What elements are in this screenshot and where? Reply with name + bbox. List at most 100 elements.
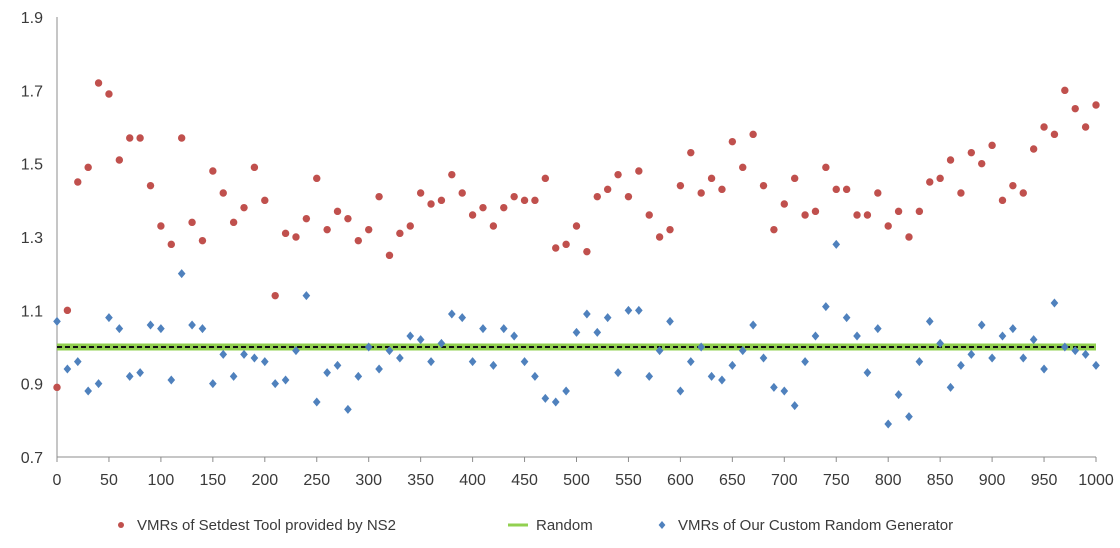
ns2-vmr-point bbox=[1071, 104, 1079, 113]
ns2-vmr-point bbox=[957, 189, 965, 197]
x-tick-label: 150 bbox=[199, 472, 226, 489]
ns2-vmr-point bbox=[198, 236, 207, 245]
ns2-vmr-point bbox=[1081, 123, 1090, 131]
custom-vmr-point bbox=[427, 357, 435, 367]
ns2-vmr-point bbox=[541, 174, 550, 183]
x-tick-label: 800 bbox=[875, 472, 902, 489]
x-tick-label: 350 bbox=[407, 472, 434, 489]
ns2-vmr-point bbox=[926, 178, 934, 186]
data-points bbox=[53, 79, 1100, 429]
ns2-vmr-point bbox=[126, 134, 134, 142]
ns2-vmr-point bbox=[759, 181, 768, 190]
custom-vmr-point bbox=[510, 331, 518, 341]
custom-vmr-point bbox=[1029, 335, 1038, 345]
ns2-vmr-point bbox=[790, 174, 799, 183]
ns2-vmr-point bbox=[635, 167, 643, 175]
custom-vmr-point bbox=[1019, 353, 1028, 363]
custom-vmr-point bbox=[915, 357, 924, 367]
custom-vmr-point bbox=[240, 349, 248, 359]
ns2-vmr-point bbox=[998, 196, 1007, 205]
custom-vmr-point bbox=[873, 324, 882, 334]
custom-vmr-point bbox=[354, 371, 363, 381]
y-tick-label: 1.9 bbox=[21, 10, 43, 27]
custom-vmr-point bbox=[281, 375, 290, 385]
ns2-vmr-point bbox=[333, 207, 342, 216]
custom-vmr-point bbox=[905, 412, 913, 422]
custom-vmr-point bbox=[406, 331, 415, 341]
custom-vmr-point bbox=[167, 375, 176, 385]
ns2-vmr-point bbox=[1029, 145, 1038, 153]
ns2-vmr-point bbox=[105, 90, 113, 98]
custom-vmr-point bbox=[260, 357, 269, 367]
custom-vmr-point bbox=[967, 349, 976, 359]
ns2-vmr-point bbox=[416, 189, 425, 197]
ns2-vmr-point bbox=[936, 174, 944, 183]
custom-vmr-point bbox=[292, 346, 300, 356]
ns2-vmr-point bbox=[94, 79, 103, 87]
ns2-vmr-point bbox=[749, 130, 757, 139]
ns2-vmr-point bbox=[219, 189, 227, 197]
custom-vmr-point bbox=[416, 335, 425, 345]
legend-symbol-ns2 bbox=[118, 522, 124, 528]
custom-vmr-point bbox=[146, 320, 155, 330]
custom-vmr-point bbox=[894, 390, 903, 400]
ns2-vmr-point bbox=[832, 185, 840, 194]
custom-vmr-point bbox=[229, 371, 238, 381]
custom-vmr-point bbox=[479, 324, 487, 334]
custom-vmr-point bbox=[749, 320, 757, 330]
custom-vmr-point bbox=[520, 357, 529, 367]
custom-vmr-point bbox=[271, 379, 280, 389]
ns2-vmr-point bbox=[853, 211, 861, 219]
custom-vmr-point bbox=[53, 316, 61, 326]
custom-vmr-point bbox=[977, 320, 986, 330]
ns2-vmr-point bbox=[894, 207, 903, 216]
ns2-vmr-point bbox=[624, 192, 633, 201]
ns2-vmr-point bbox=[1019, 189, 1027, 197]
custom-vmr-point bbox=[1050, 298, 1059, 308]
ns2-vmr-point bbox=[136, 134, 144, 142]
ns2-vmr-point bbox=[967, 148, 976, 157]
custom-vmr-point bbox=[333, 360, 342, 370]
ns2-vmr-point bbox=[302, 214, 311, 223]
custom-vmr-point bbox=[541, 393, 550, 403]
ns2-vmr-point bbox=[385, 251, 394, 260]
custom-vmr-point bbox=[1061, 342, 1069, 352]
custom-vmr-point bbox=[312, 397, 321, 407]
x-tick-label: 200 bbox=[251, 472, 278, 489]
ns2-vmr-point bbox=[1040, 123, 1048, 131]
y-tick-label: 0.7 bbox=[21, 450, 43, 467]
ns2-vmr-point bbox=[770, 225, 778, 234]
y-tick-label: 1.5 bbox=[21, 157, 43, 174]
ns2-vmr-point bbox=[500, 203, 508, 212]
ns2-vmr-point bbox=[572, 222, 581, 230]
ns2-vmr-point bbox=[593, 192, 601, 201]
custom-vmr-point bbox=[468, 357, 477, 367]
ns2-vmr-point bbox=[448, 170, 456, 179]
custom-vmr-point bbox=[811, 331, 820, 341]
custom-vmr-point bbox=[832, 239, 841, 249]
ns2-vmr-point bbox=[458, 189, 466, 197]
custom-vmr-point bbox=[1092, 360, 1100, 370]
custom-vmr-point bbox=[853, 331, 861, 341]
ns2-vmr-point bbox=[427, 200, 435, 208]
x-tick-label: 600 bbox=[667, 472, 694, 489]
x-tick-label: 550 bbox=[615, 472, 642, 489]
ns2-vmr-point bbox=[271, 291, 279, 300]
ns2-vmr-point bbox=[240, 203, 248, 212]
custom-vmr-point bbox=[209, 379, 217, 389]
custom-vmr-point bbox=[738, 346, 747, 356]
custom-vmr-point bbox=[790, 401, 799, 411]
custom-vmr-point bbox=[728, 360, 737, 370]
ns2-vmr-point bbox=[842, 185, 851, 194]
x-tick-label: 450 bbox=[511, 472, 538, 489]
custom-vmr-point bbox=[188, 320, 196, 330]
custom-vmr-point bbox=[676, 386, 685, 396]
ns2-vmr-point bbox=[437, 196, 446, 205]
y-tick-label: 1.7 bbox=[21, 83, 43, 100]
custom-vmr-point bbox=[707, 371, 716, 381]
ns2-vmr-point bbox=[115, 156, 124, 164]
ns2-vmr-point bbox=[489, 222, 498, 230]
x-tick-label: 300 bbox=[355, 472, 382, 489]
custom-vmr-point bbox=[323, 368, 331, 378]
